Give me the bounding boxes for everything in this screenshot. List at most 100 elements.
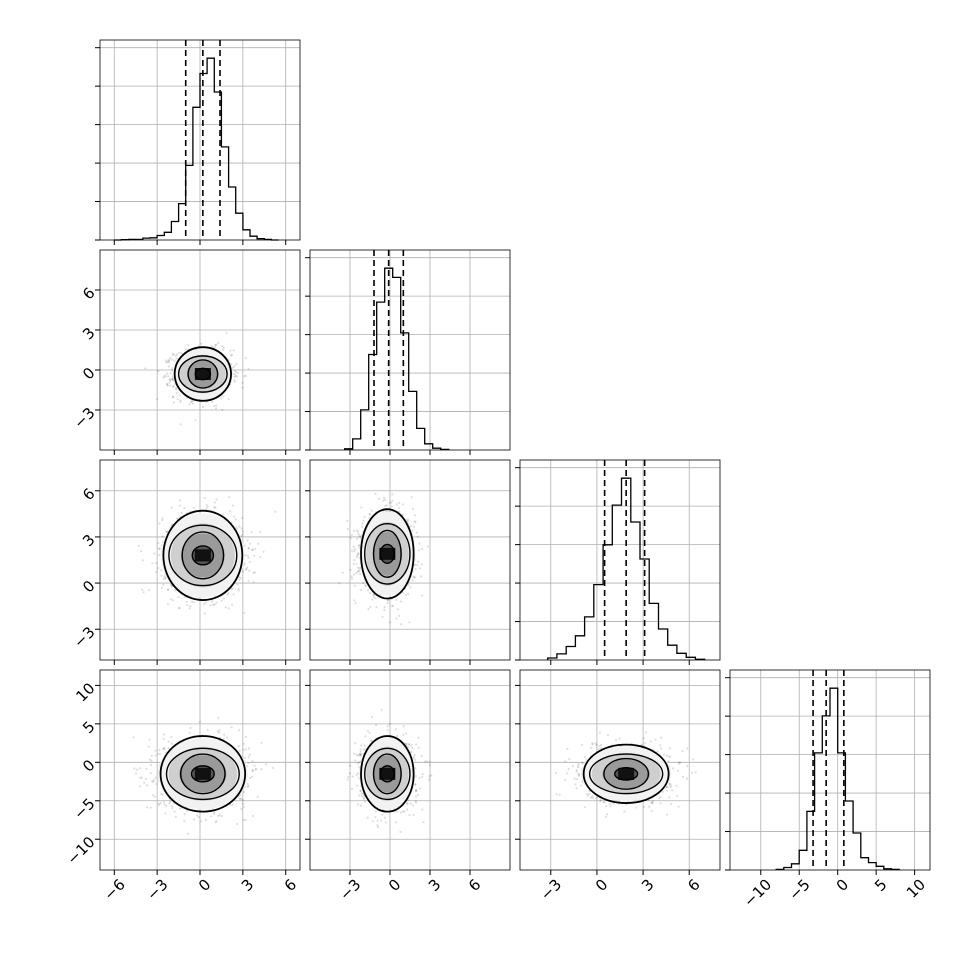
scatter-point xyxy=(395,617,397,619)
scatter-point xyxy=(418,542,420,544)
scatter-point xyxy=(176,358,178,360)
scatter-point xyxy=(169,372,171,374)
scatter-point xyxy=(173,354,175,356)
scatter-point xyxy=(221,600,223,602)
scatter-point xyxy=(242,533,244,535)
scatter-point xyxy=(233,365,235,367)
scatter-point xyxy=(253,555,255,557)
scatter-point xyxy=(180,352,182,354)
scatter-point xyxy=(168,365,170,367)
scatter-point xyxy=(164,578,166,580)
scatter-point xyxy=(353,563,355,565)
scatter-point xyxy=(166,372,168,374)
scatter-point xyxy=(355,572,357,574)
scatter-point xyxy=(407,519,409,521)
scatter-point xyxy=(353,530,355,532)
scatter-point xyxy=(215,404,217,406)
scatter-point xyxy=(163,733,165,735)
scatter-point xyxy=(170,736,172,738)
scatter-point xyxy=(243,375,245,377)
scatter-point xyxy=(257,543,259,545)
scatter-point xyxy=(408,621,410,623)
scatter-point xyxy=(417,560,419,562)
scatter-point xyxy=(356,554,358,556)
scatter-point xyxy=(172,599,174,601)
scatter-point xyxy=(162,793,164,795)
scatter-point xyxy=(193,819,195,821)
scatter-point xyxy=(347,528,349,530)
scatter-point xyxy=(248,368,250,370)
scatter-point xyxy=(248,580,250,582)
scatter-point xyxy=(265,763,267,765)
scatter-point xyxy=(402,503,404,505)
scatter-point xyxy=(247,547,249,549)
scatter-point xyxy=(164,375,166,377)
scatter-point xyxy=(180,423,182,425)
scatter-point xyxy=(200,820,202,822)
scatter-point xyxy=(155,562,157,564)
scatter-point xyxy=(214,501,216,503)
scatter-point xyxy=(349,569,351,571)
scatter-point xyxy=(162,536,164,538)
scatter-point xyxy=(229,350,231,352)
scatter-point xyxy=(211,345,213,347)
scatter-point xyxy=(360,589,362,591)
scatter-point xyxy=(244,545,246,547)
scatter-point xyxy=(223,347,225,349)
scatter-point xyxy=(203,603,205,605)
scatter-point xyxy=(193,507,195,509)
scatter-point xyxy=(191,600,193,602)
histogram-panel-1 xyxy=(305,250,510,450)
scatter-point xyxy=(216,498,218,500)
scatter-point xyxy=(227,594,229,596)
scatter-point xyxy=(249,754,251,756)
scatter-point xyxy=(238,590,240,592)
scatter-panel-2-0 xyxy=(100,460,300,660)
scatter-point xyxy=(198,816,200,818)
scatter-point xyxy=(248,756,250,758)
scatter-point xyxy=(160,802,162,804)
scatter-point xyxy=(135,773,137,775)
scatter-point xyxy=(162,376,164,378)
scatter-point xyxy=(242,803,244,805)
scatter-point xyxy=(413,526,415,528)
scatter-point xyxy=(204,612,206,614)
scatter-point xyxy=(146,784,148,786)
scatter-point xyxy=(155,754,157,756)
scatter-point xyxy=(178,596,180,598)
scatter-point xyxy=(353,573,355,575)
scatter-panel-1-0 xyxy=(100,250,300,450)
scatter-point xyxy=(412,579,414,581)
scatter-point xyxy=(247,762,249,764)
scatter-point xyxy=(233,593,235,595)
scatter-point xyxy=(148,746,150,748)
scatter-point xyxy=(364,584,366,586)
scatter-point xyxy=(246,568,248,570)
scatter-point xyxy=(183,820,185,822)
scatter-point xyxy=(179,505,181,507)
scatter-point xyxy=(243,612,245,614)
scatter-point xyxy=(200,343,202,345)
scatter-point xyxy=(167,603,169,605)
scatter-point xyxy=(183,507,185,509)
scatter-point xyxy=(145,768,147,770)
scatter-point xyxy=(239,750,241,752)
scatter-point xyxy=(371,598,373,600)
scatter-point xyxy=(171,359,173,361)
scatter-point xyxy=(158,547,160,549)
scatter-point xyxy=(259,531,261,533)
scatter-point xyxy=(237,372,239,374)
scatter-point xyxy=(214,506,216,508)
scatter-point xyxy=(163,738,165,740)
scatter-point xyxy=(386,504,388,506)
scatter-point xyxy=(374,597,376,599)
density-peak xyxy=(195,549,211,561)
scatter-point xyxy=(178,607,180,609)
scatter-point xyxy=(193,601,195,603)
scatter-point xyxy=(427,546,429,548)
scatter-point xyxy=(218,732,220,734)
scatter-point xyxy=(353,546,355,548)
scatter-point xyxy=(415,568,417,570)
scatter-point xyxy=(148,739,150,741)
